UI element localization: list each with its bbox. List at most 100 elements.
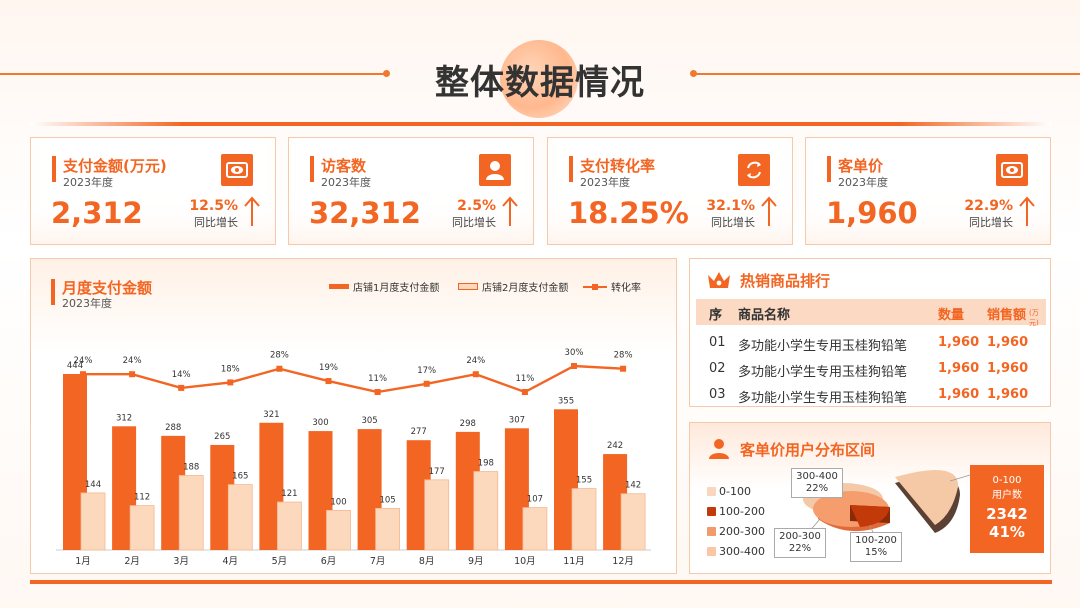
kpi-value: 32,312 (309, 196, 421, 230)
legend-item-300-400: 300-400 (707, 541, 765, 561)
bar-store2 (80, 492, 106, 551)
legend-dot (707, 526, 716, 536)
callout-pct: 15% (864, 547, 888, 558)
monthly-title: 月度支付金额 (62, 279, 153, 297)
legend-store1: 店铺1月度支付金额 (329, 279, 439, 294)
title-decoration (500, 40, 578, 118)
x-tick-label: 12月 (612, 556, 634, 567)
rank-row: 01 多功能小学生专用玉桂狗铅笔 1,960 1,960 (696, 330, 1046, 355)
kpi-card-0: 支付金额(万元) 2023年度 2,312 12.5% 同比增长 (30, 137, 276, 245)
legend-store2: 店铺2月度支付金额 (458, 279, 568, 294)
bar-label-store1: 321 (263, 410, 279, 420)
legend-swatch-store2 (458, 283, 478, 290)
bar-store2 (178, 475, 204, 551)
bar-label-store2: 142 (625, 481, 641, 491)
monthly-year: 2023年度 (62, 297, 112, 310)
bar-label-store2: 121 (281, 489, 297, 499)
rate-label: 30% (565, 348, 584, 358)
bar-label-store2: 155 (576, 476, 592, 486)
kpi-value: 2,312 (51, 196, 143, 230)
rank-row: 02 多功能小学生专用玉桂狗铅笔 1,960 1,960 (696, 356, 1046, 381)
x-tick-label: 5月 (272, 556, 288, 567)
callout-300-400: 300-400 22% (791, 468, 843, 498)
legend-label-rate: 转化率 (611, 283, 641, 294)
bar-store2 (571, 488, 597, 551)
bar-store2 (424, 479, 450, 551)
rank-row: 03 多功能小学生专用玉桂狗铅笔 1,960 1,960 (696, 382, 1046, 407)
rate-label: 28% (270, 351, 289, 361)
x-tick-label: 11月 (563, 556, 585, 567)
callout-line-0-100 (949, 474, 971, 482)
kpi-value: 1,960 (826, 196, 918, 230)
x-tick-label: 9月 (468, 556, 484, 567)
rate-label: 24% (74, 356, 93, 366)
up-arrow-icon (244, 196, 260, 226)
col-qty: 数量 (938, 308, 965, 323)
hot-products-title: 热销商品排行 (740, 271, 831, 290)
eye-icon (221, 154, 253, 186)
user-group-icon (709, 439, 729, 459)
rank-sales: 1,960 (987, 387, 1029, 402)
x-tick-label: 1月 (75, 556, 91, 567)
rate-label: 18% (221, 364, 240, 374)
kpi-year: 2023年度 (321, 176, 371, 189)
kpi-label: 客单价 (838, 157, 884, 175)
bar-label-store1: 305 (361, 416, 377, 426)
rank-product-name: 多功能小学生专用玉桂狗铅笔 (738, 365, 908, 380)
rank-product-name: 多功能小学生专用玉桂狗铅笔 (738, 339, 908, 354)
up-arrow-icon (1019, 196, 1035, 226)
price-distribution-panel: 客单价用户分布区间 0-100 100-200 200-300 300-400 … (689, 422, 1051, 574)
bottom-accent-bar (30, 580, 1052, 584)
legend-label: 0-100 (719, 484, 751, 498)
rate-label: 11% (515, 374, 534, 384)
rate-point (129, 371, 136, 378)
bar-store2 (620, 493, 646, 551)
col-sales: 销售额 (987, 308, 1027, 323)
bar-label-store2: 107 (527, 495, 543, 505)
bar-label-store2: 100 (330, 497, 346, 507)
kpi-label: 访客数 (321, 157, 367, 175)
rank-qty: 1,960 (938, 335, 980, 350)
legend-label: 300-400 (719, 544, 765, 558)
rate-label: 17% (417, 366, 436, 376)
bar-store2 (227, 484, 253, 551)
callout-pct: 22% (805, 483, 829, 494)
kpi-year: 2023年度 (63, 176, 113, 189)
kpi-value: 18.25% (568, 196, 689, 230)
bar-label-store1: 242 (607, 441, 623, 451)
rate-point (178, 384, 185, 391)
col-seq: 序 (709, 308, 723, 323)
callout-pct: 22% (788, 543, 812, 554)
rate-point (620, 365, 627, 372)
rank-seq: 02 (709, 361, 726, 376)
panel-accent-bar (51, 279, 55, 305)
exchange-icon (738, 154, 770, 186)
callout-100-200: 100-200 15% (850, 532, 902, 562)
highlight-label: 用户数 (992, 490, 1022, 501)
kpi-growth-label: 同比增长 (711, 216, 755, 229)
legend-label-store1: 店铺1月度支付金额 (353, 283, 440, 294)
rate-point (472, 371, 479, 378)
rank-qty: 1,960 (938, 387, 980, 402)
bar-store2 (276, 501, 302, 551)
x-tick-label: 6月 (321, 556, 337, 567)
rate-label: 19% (319, 363, 338, 373)
bar-label-store2: 165 (232, 472, 248, 482)
callout-200-300: 200-300 22% (774, 528, 826, 558)
rate-point (423, 380, 430, 387)
kpi-label: 支付转化率 (580, 157, 656, 175)
monthly-chart: 444 144 1月 312 112 2月 288 188 3月 265 165 4月 321 121 5月… (56, 348, 651, 567)
rate-point (276, 365, 283, 372)
x-tick-label: 4月 (223, 556, 239, 567)
kpi-growth-label: 同比增长 (969, 216, 1013, 229)
monthly-payment-panel: 月度支付金额 2023年度 店铺1月度支付金额 店铺2月度支付金额 转化率 44… (30, 258, 677, 574)
title-area: 整体数据情况 (0, 35, 1080, 118)
highlight-range: 0-100 (992, 475, 1022, 486)
x-tick-label: 7月 (370, 556, 386, 567)
up-arrow-icon (761, 196, 777, 226)
kpi-growth-pct: 2.5% (457, 198, 496, 214)
legend-item-200-300: 200-300 (707, 521, 765, 541)
bar-label-store1: 444 (67, 361, 83, 371)
legend-dot (707, 506, 716, 516)
kpi-growth-pct: 12.5% (189, 198, 238, 214)
